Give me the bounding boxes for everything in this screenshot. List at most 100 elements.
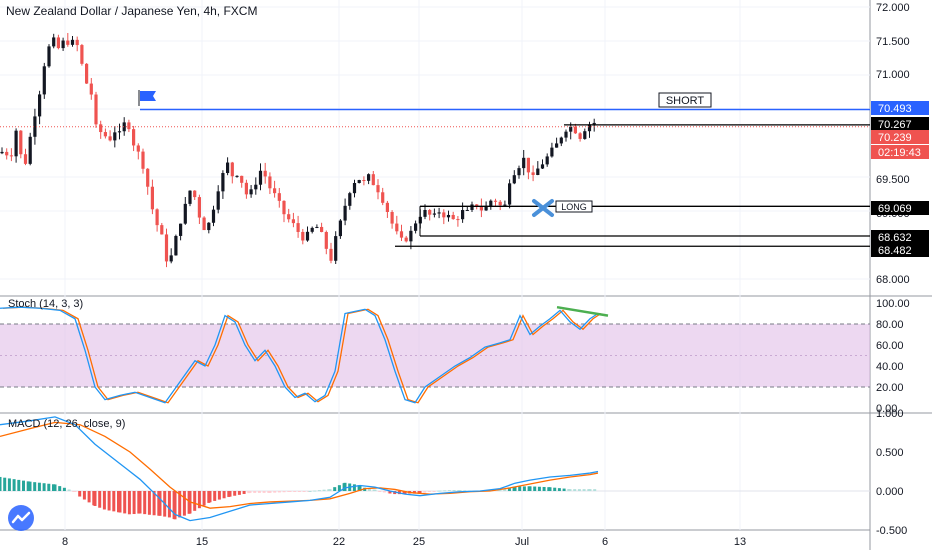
candle-body [362, 180, 366, 182]
candle-body [28, 136, 32, 164]
candles [0, 32, 596, 268]
macd-histogram-bar [557, 488, 561, 491]
candle-body [75, 39, 79, 46]
time-axis: 8 15 22 25 Jul 6 13 [62, 536, 746, 548]
macd-histogram-bar [87, 491, 91, 503]
macd-histogram-bar [147, 491, 151, 515]
candle-body [540, 164, 545, 169]
macd-histogram-bar [498, 490, 502, 492]
candle-body [179, 223, 183, 236]
x-stroke [532, 199, 554, 217]
candle-body [230, 162, 234, 177]
candle-body [160, 225, 164, 235]
candle-body [578, 133, 582, 139]
candle-body [169, 255, 173, 262]
macd-histogram-bar [593, 489, 597, 491]
price-label: 70.267 [878, 119, 912, 131]
macd-histogram-bar [367, 488, 371, 491]
time-tick-label: 15 [196, 536, 208, 548]
candle-body [522, 157, 526, 169]
macd-histogram-bar [403, 491, 407, 495]
candle-body [409, 230, 413, 242]
short-label: SHORT [666, 95, 705, 107]
macd-histogram-bar [582, 489, 586, 491]
macd-histogram-bar [432, 491, 436, 492]
candle-body [207, 222, 211, 231]
candle-body [174, 235, 178, 256]
candle-body [80, 45, 84, 64]
macd-histogram-bar [53, 484, 57, 491]
macd-signal-line [0, 421, 599, 509]
candle-body [446, 214, 451, 218]
candle-body [23, 154, 28, 164]
macd-histogram-bar [427, 491, 431, 492]
macd-histogram-bar [233, 491, 237, 496]
candle-body [155, 209, 159, 226]
candle-body [352, 183, 357, 194]
macd-histogram-bar [337, 485, 341, 491]
flag-shape [140, 91, 156, 101]
macd-histogram-bar [127, 491, 131, 515]
candle-body [503, 204, 507, 206]
candle-body [461, 210, 465, 220]
candle-body [320, 226, 324, 233]
candle-body [475, 204, 479, 207]
candle-body [56, 37, 60, 49]
macd-histogram-bar [37, 482, 41, 491]
macd-histogram-bar [228, 491, 232, 497]
macd-histogram-bar [438, 490, 442, 492]
macd-histogram-bar [358, 485, 362, 491]
horizontal-levels [0, 108, 870, 247]
candle-body [282, 200, 286, 215]
candle-body [188, 190, 192, 204]
candle-body [324, 232, 328, 249]
candle-body [85, 63, 89, 84]
macd-histogram-bar [343, 482, 347, 491]
macd-histogram-bar [458, 490, 462, 492]
macd-histogram-bar [562, 488, 566, 491]
macd-histogram-bar [237, 491, 241, 495]
candle-body [150, 186, 154, 210]
candle-body [508, 183, 512, 205]
candle-body [0, 151, 4, 154]
macd-histogram-bar [197, 491, 201, 509]
candle-body [164, 234, 169, 262]
candle-body [136, 145, 140, 152]
macd-title: MACD (12, 26, close, 9) [8, 418, 126, 430]
candle-body [432, 213, 436, 215]
candle-body [249, 189, 253, 195]
macd-histogram-bar [277, 491, 281, 493]
stoch-tick-label: 0.00 [876, 403, 897, 415]
macd-histogram-bar [463, 490, 467, 492]
macd-histogram-bar [222, 491, 226, 499]
short-label-box [658, 92, 712, 108]
candle-body [338, 220, 342, 237]
macd-histogram-bar [158, 491, 162, 516]
macd-histogram-bar [118, 491, 122, 513]
macd-histogram-bar [257, 491, 261, 493]
macd-histogram-bar [302, 491, 306, 492]
macd-histogram-bar [537, 486, 541, 491]
macd-histogram-bar [322, 489, 326, 491]
macd-histogram-bar [242, 491, 246, 494]
macd-histogram-bar [378, 491, 382, 492]
candle-body [305, 231, 310, 241]
price-label-box [871, 243, 929, 257]
price-tick-label: 71.000 [876, 69, 910, 81]
candle-body [512, 175, 516, 184]
time-tick-label: 8 [62, 536, 68, 548]
macd-histogram-bar [67, 489, 71, 491]
candle-body [376, 185, 380, 193]
macd-histogram-bar [58, 486, 62, 491]
macd-histogram-bar [588, 489, 592, 491]
candle-body [442, 212, 446, 218]
macd-histogram-bar [193, 491, 197, 511]
candle-body [395, 223, 399, 232]
candle-body [146, 168, 150, 187]
macd-histogram-bar [388, 491, 392, 494]
candle-body [437, 212, 441, 214]
candle-body [498, 201, 502, 206]
stoch-k-line [0, 306, 599, 404]
